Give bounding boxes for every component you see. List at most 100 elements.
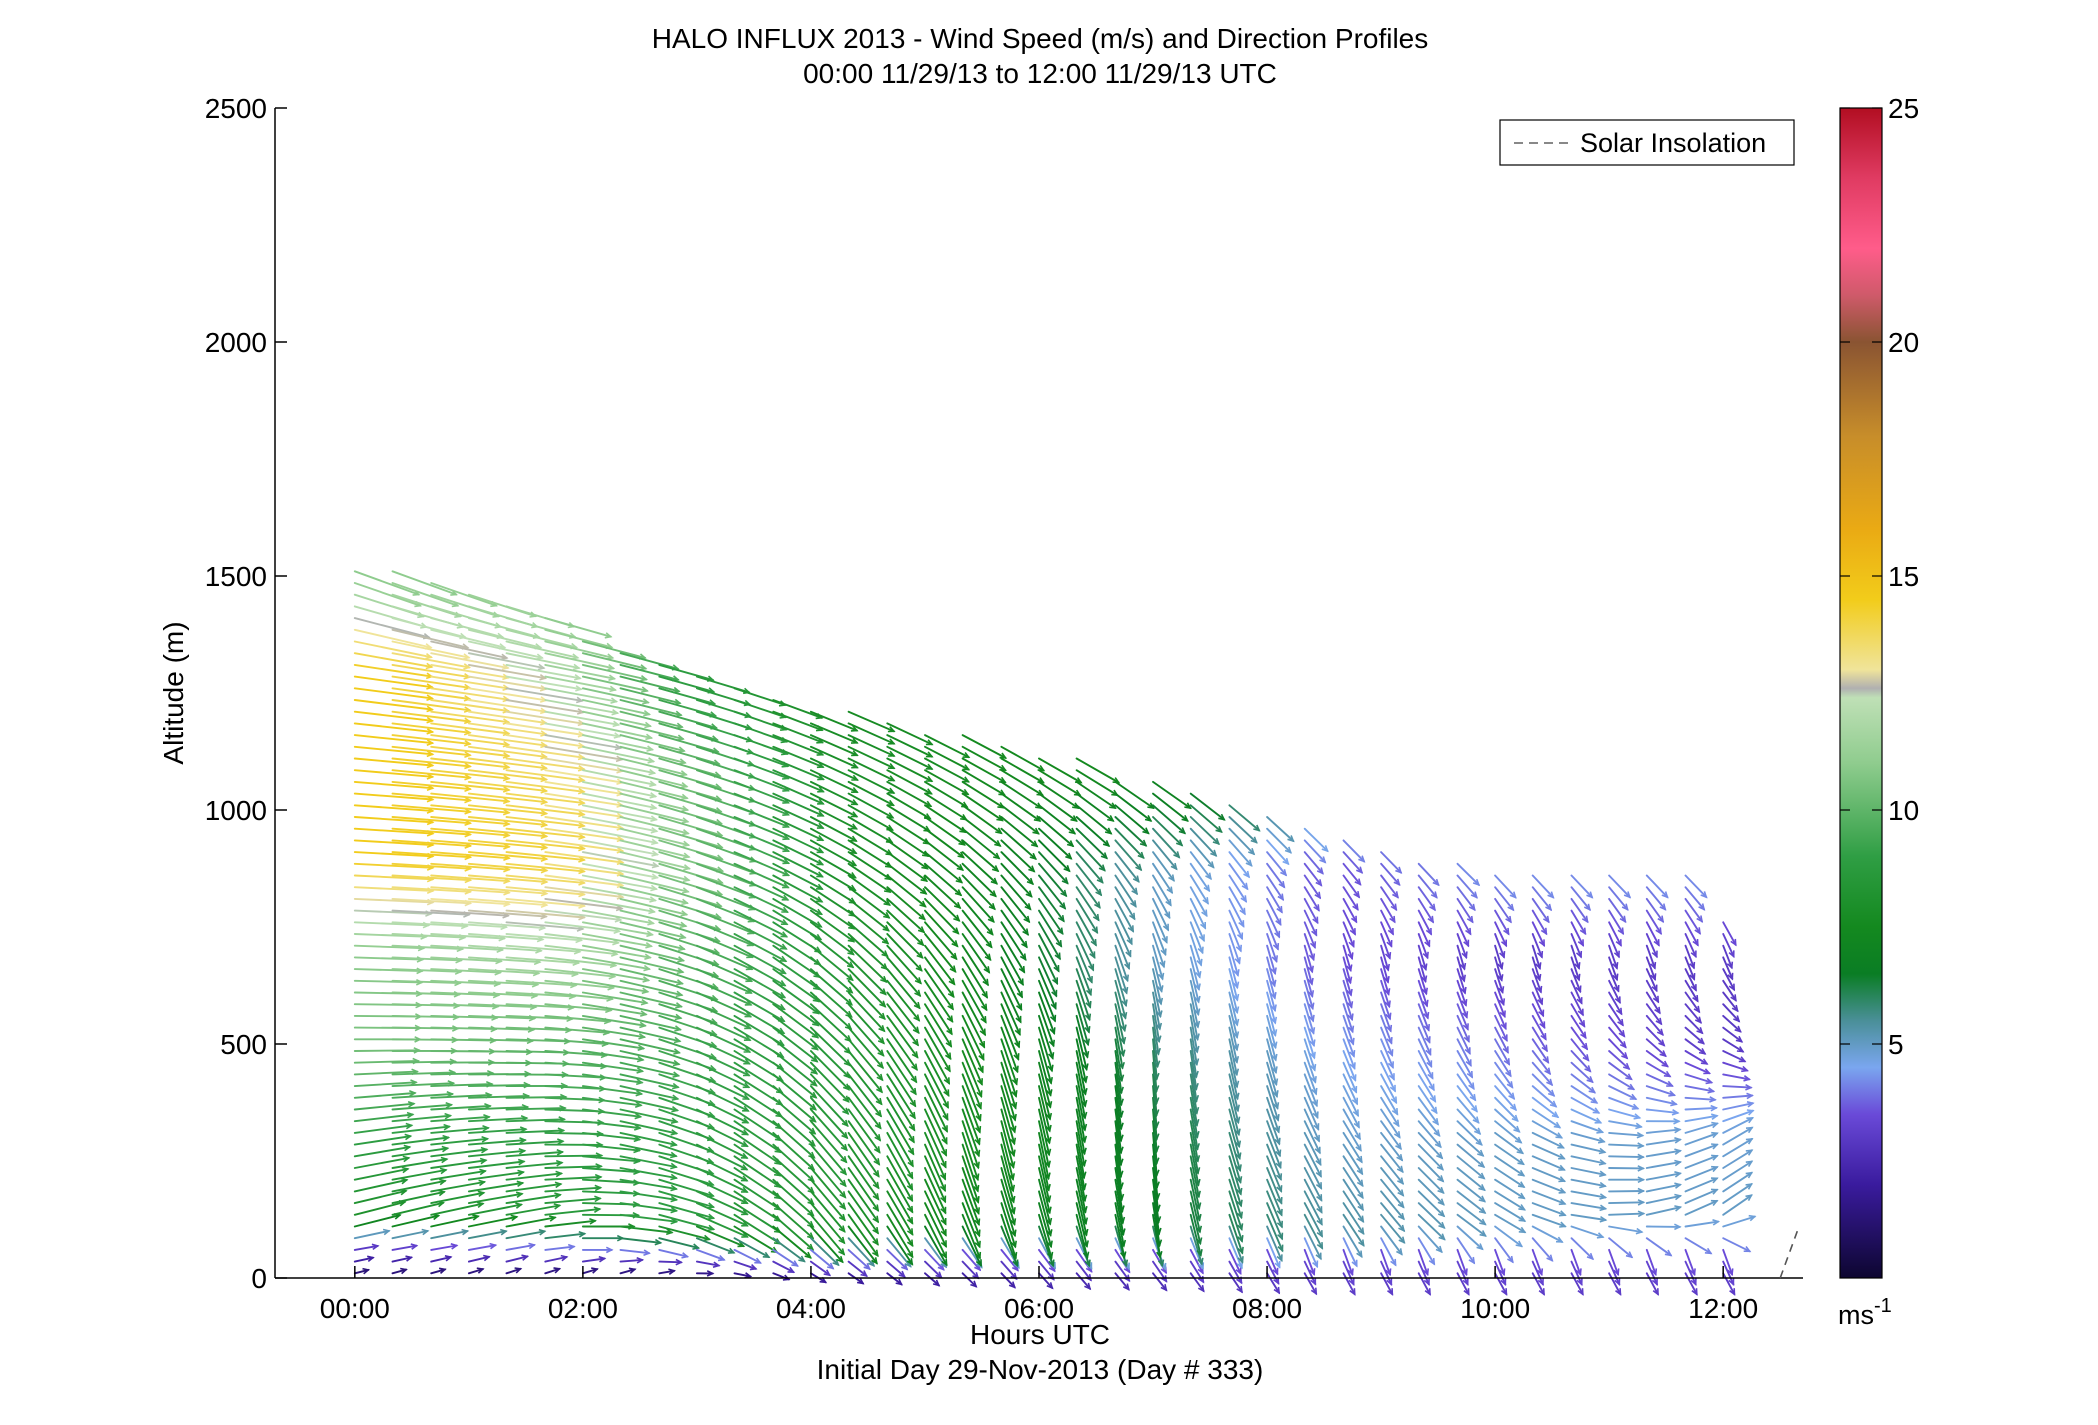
wind-vector <box>847 1085 882 1130</box>
wind-vector-head <box>1505 915 1512 924</box>
wind-vector-head <box>438 1178 447 1186</box>
wind-vector-head <box>1118 1205 1125 1214</box>
wind-vector-head <box>1349 928 1356 936</box>
wind-vector-head <box>1048 1039 1055 1048</box>
wind-vector <box>1038 968 1057 1010</box>
wind-vector-head <box>1033 815 1042 822</box>
wind-vector <box>772 1213 814 1251</box>
wind-vector <box>1684 909 1701 935</box>
wind-vector-head <box>962 776 971 783</box>
wind-vector <box>695 1143 748 1171</box>
wind-vector-head <box>371 1243 380 1251</box>
wind-vector <box>1494 1143 1525 1166</box>
wind-vector-head <box>637 1044 646 1051</box>
wind-vector <box>430 722 510 735</box>
wind-vector <box>1075 1260 1092 1281</box>
wind-vector-head <box>1011 1078 1019 1086</box>
wind-vector <box>544 687 618 703</box>
wind-vector-head <box>907 1159 914 1168</box>
wind-vector-head <box>742 1093 751 1100</box>
wind-vector <box>391 1158 448 1169</box>
wind-vector-head <box>1164 911 1171 920</box>
wind-vector <box>924 1260 943 1279</box>
wind-vector <box>1152 792 1189 822</box>
x-tick-label: 06:00 <box>1004 1293 1074 1324</box>
wind-vector-head <box>1465 927 1472 936</box>
wind-vector <box>847 816 893 844</box>
wind-vector <box>658 745 720 765</box>
wind-vector <box>391 628 469 649</box>
wind-vector <box>886 956 921 997</box>
wind-vector <box>1684 1154 1719 1169</box>
wind-vector <box>1456 1038 1472 1067</box>
wind-vector-head <box>1518 1215 1527 1222</box>
wind-vector <box>658 1248 689 1258</box>
wind-vector-head <box>1193 1155 1201 1163</box>
wind-vector <box>809 1061 850 1103</box>
wind-vector <box>924 968 954 1010</box>
wind-vector-head <box>426 716 435 724</box>
wind-vector-head <box>887 775 896 782</box>
wind-vector <box>1570 991 1584 1016</box>
wind-vector <box>1645 1172 1682 1181</box>
wind-vector-head <box>1346 964 1353 973</box>
wind-vector-head <box>940 1229 947 1237</box>
wind-vector <box>961 874 996 910</box>
wind-vector <box>1228 1237 1243 1269</box>
wind-vector-head <box>481 1136 490 1143</box>
wind-vector-head <box>743 1034 752 1041</box>
wind-vector <box>1152 933 1165 968</box>
wind-vector <box>467 816 548 826</box>
wind-vector <box>1570 1003 1586 1028</box>
wind-vector <box>1075 1038 1087 1083</box>
wind-vector-head <box>1710 1199 1719 1207</box>
wind-vector-head <box>762 1251 771 1258</box>
wind-vector <box>1608 1014 1626 1038</box>
wind-vector <box>1494 1272 1508 1296</box>
wind-vector <box>886 851 928 882</box>
wind-vector <box>1645 1183 1682 1193</box>
wind-vector-head <box>1142 827 1150 835</box>
wind-vector <box>809 1260 831 1277</box>
wind-vector-head <box>909 1099 917 1108</box>
wind-vector-head <box>1156 1250 1163 1259</box>
wind-vector-head <box>1356 1155 1363 1164</box>
wind-vector-head <box>518 1147 527 1155</box>
wind-vector <box>353 769 434 778</box>
wind-vector <box>505 944 581 953</box>
wind-vector <box>961 1178 980 1226</box>
wind-vector-head <box>1160 948 1167 957</box>
wind-vector <box>1342 1120 1362 1152</box>
wind-vector <box>1570 1178 1607 1188</box>
wind-vector <box>924 757 970 783</box>
wind-vector <box>391 757 472 768</box>
wind-vector <box>1075 944 1093 984</box>
wind-vector <box>1417 1120 1442 1148</box>
wind-vector <box>695 921 754 947</box>
wind-vector-head <box>1192 1058 1200 1067</box>
wind-vector-head <box>605 1246 614 1254</box>
wind-vector-head <box>947 990 955 999</box>
wind-vector <box>1000 1085 1016 1133</box>
wind-vector-head <box>645 942 654 949</box>
wind-vector <box>430 663 510 679</box>
wind-vector-head <box>1423 1278 1430 1286</box>
wind-vector <box>1000 1014 1020 1061</box>
wind-vector <box>619 1155 678 1168</box>
wind-vector <box>1722 1171 1753 1193</box>
wind-vector-head <box>1391 1108 1399 1116</box>
wind-vector <box>1380 979 1391 1008</box>
wind-vector-head <box>838 1248 846 1256</box>
wind-vector <box>430 1115 490 1123</box>
wind-vector <box>581 1257 606 1263</box>
wind-vector-head <box>1082 1240 1089 1248</box>
wind-vector-head <box>1084 1259 1091 1268</box>
wind-vector <box>430 640 508 659</box>
wind-vector <box>391 851 472 859</box>
wind-vector <box>772 1190 815 1228</box>
wind-vector-head <box>654 1238 663 1246</box>
wind-vector-head <box>1152 1109 1160 1118</box>
wind-vector <box>1456 1073 1477 1101</box>
wind-vector <box>1531 933 1543 958</box>
colorbar-tick-label: 20 <box>1888 327 1919 358</box>
